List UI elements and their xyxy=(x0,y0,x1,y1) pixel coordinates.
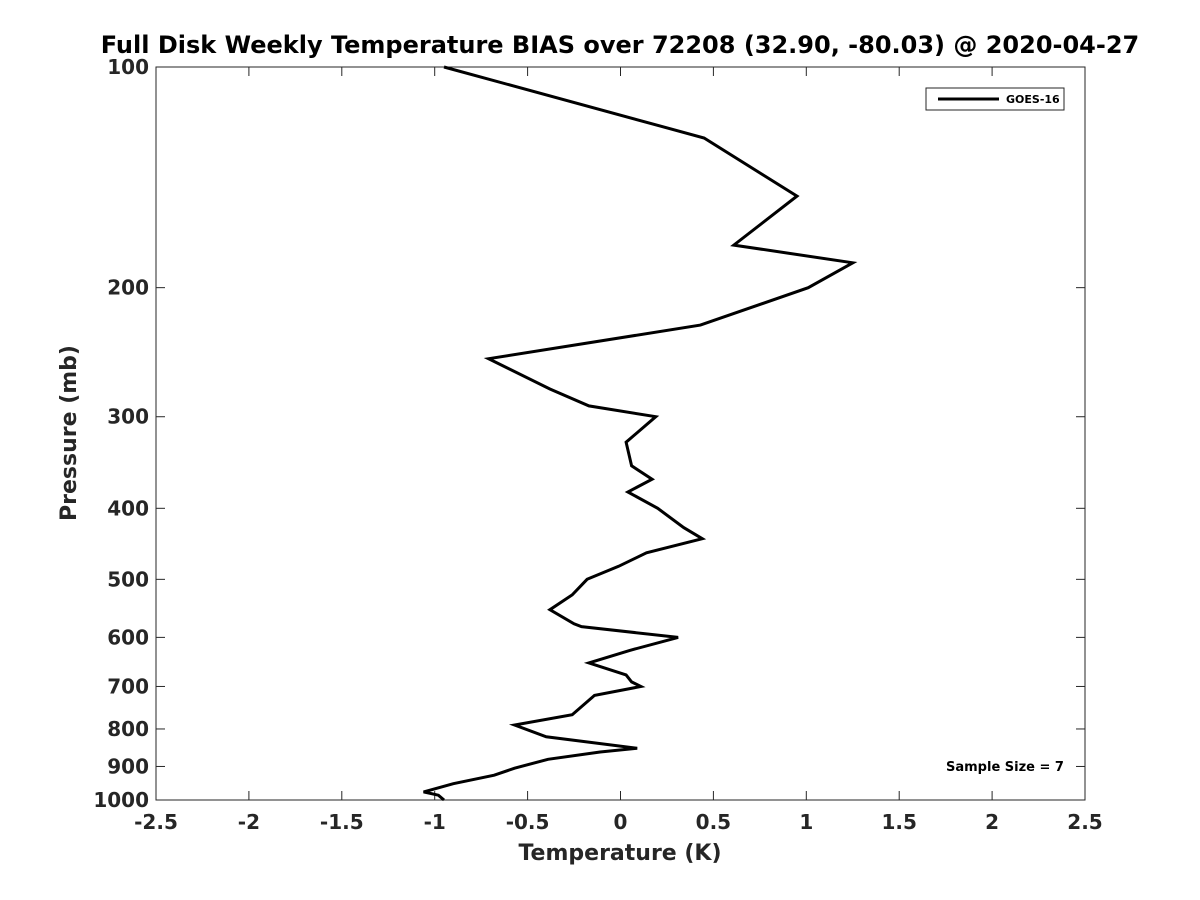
y-tick-label: 500 xyxy=(107,567,149,591)
x-tick-label: 2 xyxy=(985,810,999,834)
y-tick-label: 1000 xyxy=(93,788,149,812)
x-tick-label: 1.5 xyxy=(881,810,916,834)
x-axis-label: Temperature (K) xyxy=(518,841,721,866)
y-tick-label: 100 xyxy=(107,55,149,79)
x-tick-label: 2.5 xyxy=(1067,810,1102,834)
series-group xyxy=(423,65,858,802)
y-tick-label: 400 xyxy=(107,496,149,520)
x-axis-ticks: -2.5 -2 -1.5 -1 -0.5 0 0.5 1 1.5 2 2.5 xyxy=(134,67,1103,834)
y-axis-label: Pressure (mb) xyxy=(57,345,82,521)
y-tick-label: 600 xyxy=(107,625,149,649)
x-tick-label: -1.5 xyxy=(320,810,364,834)
chart-title: Full Disk Weekly Temperature BIAS over 7… xyxy=(101,31,1140,59)
x-tick-label: 1 xyxy=(799,810,813,834)
y-tick-label: 900 xyxy=(107,754,149,778)
x-tick-label: 0 xyxy=(614,810,628,834)
x-tick-label: -2 xyxy=(238,810,260,834)
series-line-goes-16 xyxy=(423,65,858,802)
y-tick-label: 800 xyxy=(107,717,149,741)
y-axis-ticks: 100 200 300 400 500 600 700 800 900 1000 xyxy=(93,55,1085,812)
x-tick-label: 0.5 xyxy=(696,810,731,834)
x-tick-label: -2.5 xyxy=(134,810,178,834)
legend: GOES-16 xyxy=(925,87,1065,111)
y-tick-label: 700 xyxy=(107,674,149,698)
legend-label-goes-16: GOES-16 xyxy=(1006,93,1060,106)
sample-size-annotation: Sample Size = 7 xyxy=(946,760,1064,775)
x-tick-label: -0.5 xyxy=(506,810,550,834)
y-tick-label: 200 xyxy=(107,276,149,300)
x-tick-label: -1 xyxy=(424,810,446,834)
y-tick-label: 300 xyxy=(107,405,149,429)
